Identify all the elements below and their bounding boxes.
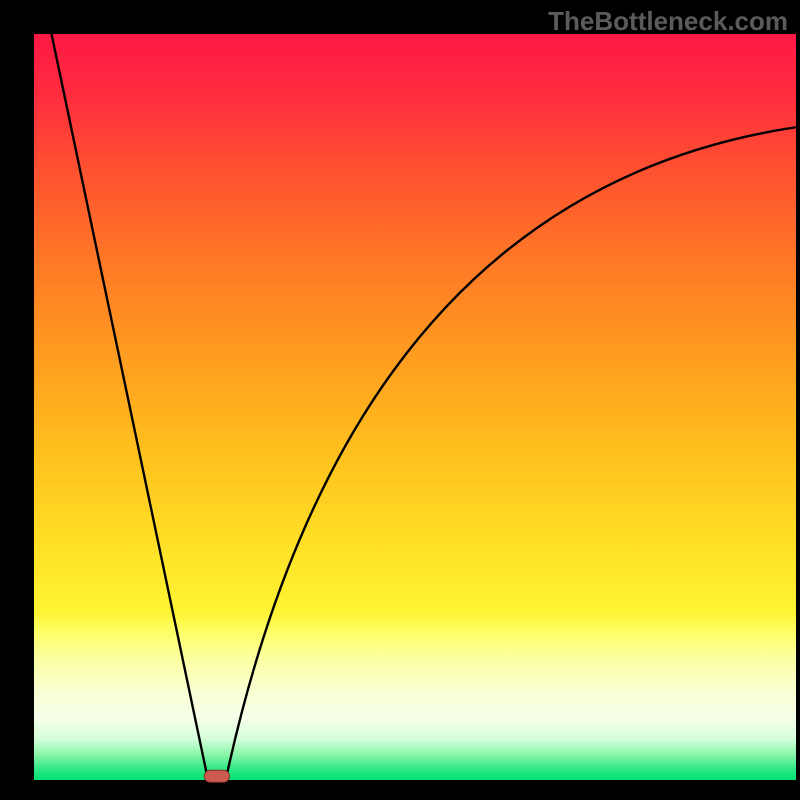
minimum-marker	[204, 770, 229, 782]
chart-container: TheBottleneck.com	[0, 0, 800, 800]
curve-left-leg	[52, 34, 208, 779]
watermark-text: TheBottleneck.com	[548, 6, 788, 37]
curve-overlay	[0, 0, 800, 800]
curve-right-leg	[226, 127, 796, 778]
